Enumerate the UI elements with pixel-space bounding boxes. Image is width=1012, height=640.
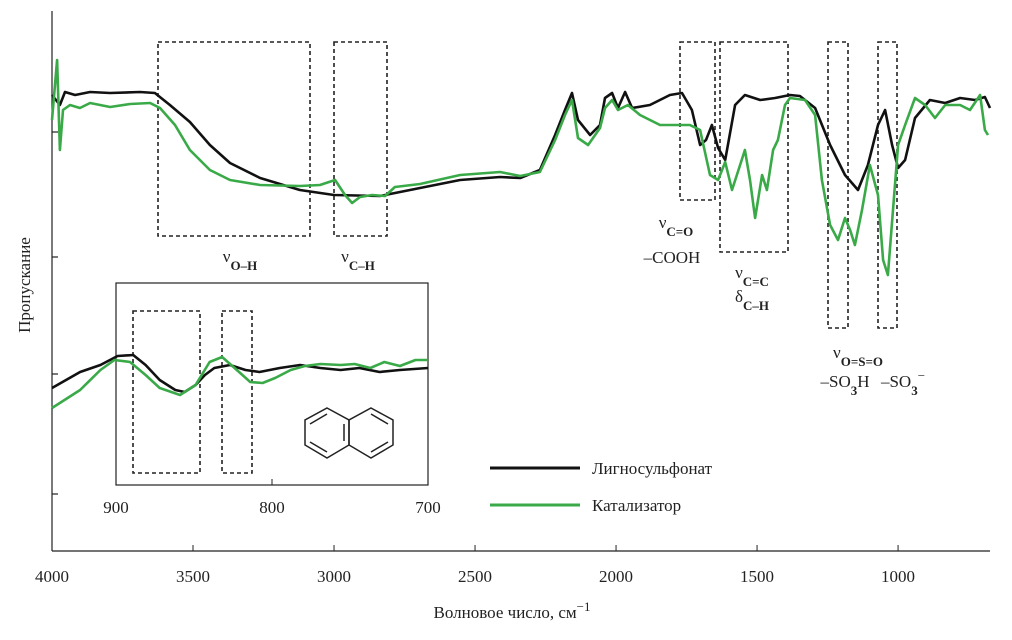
text-run: ν	[223, 247, 231, 266]
x-axis-title: Волновое число, см−1	[434, 599, 591, 623]
text-run: 3	[911, 383, 918, 398]
legend-label: Катализатор	[592, 496, 681, 515]
annotation: –SO3−	[880, 368, 925, 398]
annotation: –SO3H	[819, 372, 869, 398]
y-axis-title: Пропускание	[15, 237, 34, 333]
x-tick-label: 1000	[881, 567, 915, 586]
x-tick-label: 1500	[740, 567, 774, 586]
series-line	[51, 353, 429, 394]
frame	[51, 11, 990, 552]
x-tick-label: 2500	[458, 567, 492, 586]
text-run: 3	[851, 383, 858, 398]
text-run: O–H	[230, 258, 257, 273]
text-run: Волновое число, см	[434, 603, 577, 622]
text-run: −	[918, 368, 925, 383]
text-run: −1	[577, 599, 591, 614]
text-run: –SO	[880, 372, 911, 391]
text-run: –SO	[819, 372, 850, 391]
text-run: C=O	[666, 224, 693, 239]
text-run: δ	[735, 287, 743, 306]
series-line	[50, 90, 992, 198]
x-tick-label: 3000	[317, 567, 351, 586]
text-run: O=S=O	[841, 354, 883, 369]
series-line	[51, 355, 428, 410]
text-run: ν	[659, 213, 667, 232]
annotation: νC=C	[735, 263, 769, 289]
text-run: ν	[735, 263, 743, 282]
naphthalene-icon	[304, 407, 394, 459]
text-run: –COOH	[643, 248, 701, 267]
legend-label: Лигносульфонат	[592, 459, 713, 478]
text-run: ν	[833, 343, 841, 362]
text-run: C–H	[743, 298, 769, 313]
text-run: H	[857, 372, 869, 391]
x-tick-label: 3500	[176, 567, 210, 586]
series-line	[50, 58, 990, 277]
annotation: νO=S=O	[833, 343, 883, 369]
annotation: νC–H	[341, 247, 375, 273]
annotation: δC–H	[735, 287, 769, 313]
x-tick-label: 2000	[599, 567, 633, 586]
x-tick-label: 900	[103, 498, 129, 517]
region-boxes	[132, 41, 898, 474]
annotation: νC=O	[659, 213, 694, 239]
annotation: –COOH	[643, 248, 701, 267]
x-tick-label: 700	[415, 498, 441, 517]
x-tick-label: 800	[259, 498, 285, 517]
text-run: C–H	[349, 258, 375, 273]
text-run: ν	[341, 247, 349, 266]
annotation: νO–H	[223, 247, 257, 273]
text-run: C=C	[743, 274, 769, 289]
x-tick-label: 4000	[35, 567, 69, 586]
